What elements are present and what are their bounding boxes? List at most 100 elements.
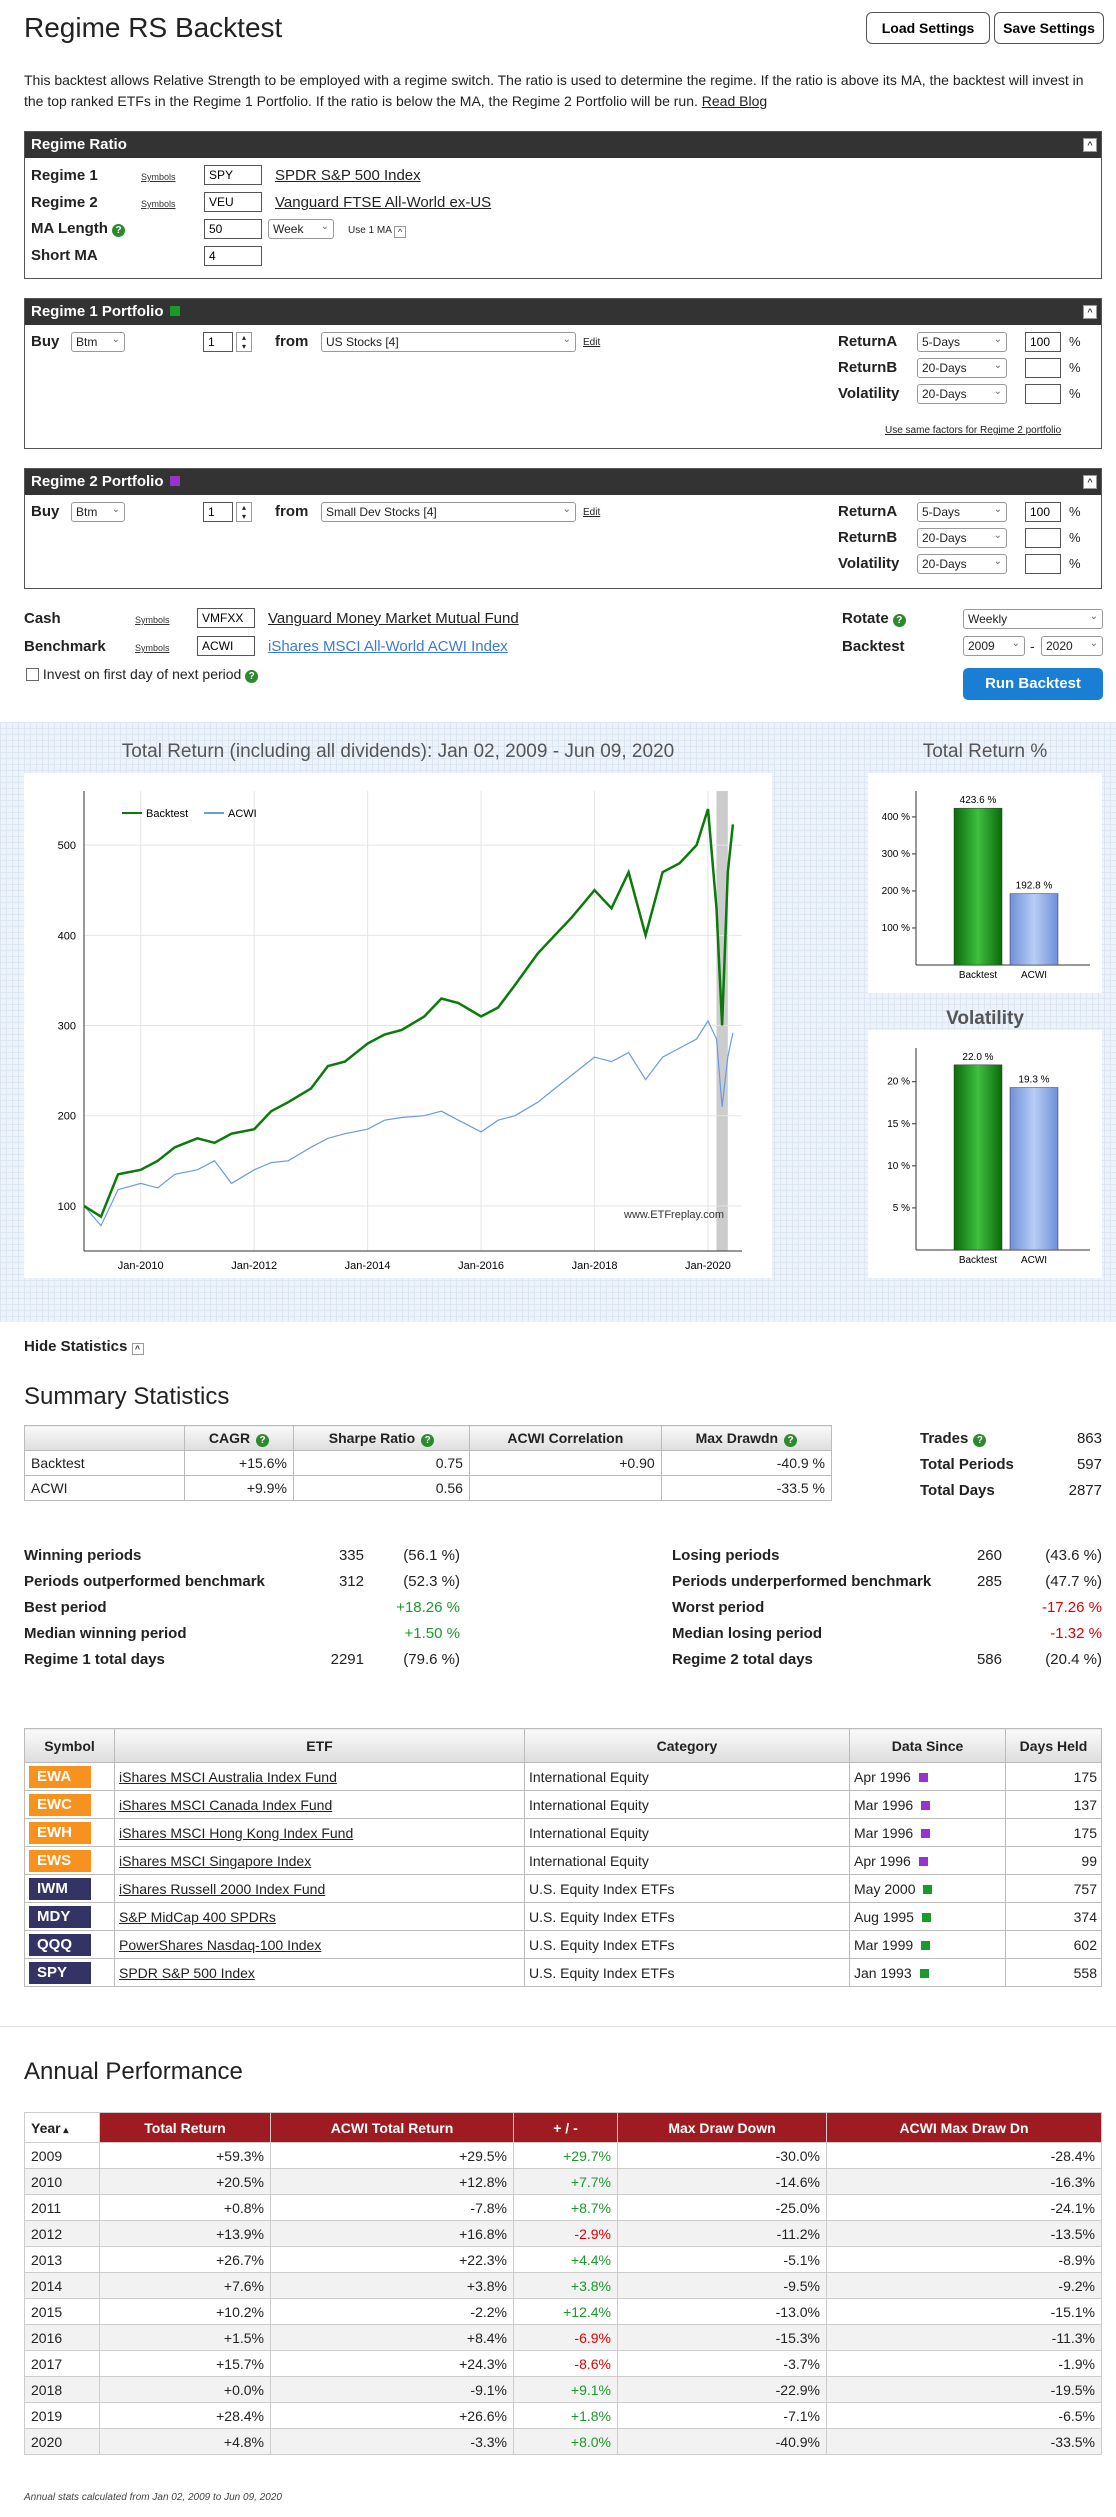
y-tick-label: 5 % (893, 1203, 910, 1214)
backtest-from-select[interactable]: 2009 ⌄ (963, 636, 1025, 656)
symbols-link[interactable]: Symbols (141, 199, 176, 209)
buy-count-input[interactable] (203, 332, 233, 352)
annual-footnote: Annual stats calculated from Jan 02, 200… (24, 2492, 282, 2503)
run-backtest-button[interactable]: Run Backtest (963, 668, 1103, 700)
symbol-tag[interactable]: SPY (29, 1961, 91, 1984)
same-factors-link[interactable]: Use same factors for Regime 2 portfolio (885, 425, 1062, 436)
edit-link[interactable]: Edit (583, 507, 601, 518)
symbols-link[interactable]: Symbols (135, 615, 170, 625)
load-settings-button[interactable]: Load Settings (866, 12, 990, 44)
regime2-portfolio-panel: Regime 2 Portfolio^ Buy Btm⌄ ▴▾ from Sma… (24, 468, 1102, 589)
returnB-period-select[interactable]: 20-Days ⌄ (917, 358, 1007, 378)
volatility-label: Volatility (838, 385, 900, 402)
symbols-link[interactable]: Symbols (135, 643, 170, 653)
ma-length-input[interactable] (204, 219, 262, 239)
short-ma-input[interactable] (204, 246, 262, 266)
annual-col-header[interactable]: Total Return (99, 2112, 271, 2143)
count-stepper[interactable]: ▴ ▾ (236, 502, 252, 522)
etf-name-link[interactable]: iShares MSCI Canada Index Fund (119, 1796, 333, 1813)
returnA-period-select[interactable]: 5-Days ⌄ (917, 502, 1007, 522)
buy-mode-select[interactable]: Btm ⌄ (71, 502, 125, 522)
x-category-label: Backtest (959, 970, 998, 981)
benchmark-name[interactable]: iShares MSCI All-World ACWI Index (268, 638, 508, 655)
hide-statistics-toggle[interactable]: Hide Statistics ^ (24, 1338, 144, 1355)
universe-select[interactable]: Small Dev Stocks [4] ⌄ (321, 502, 576, 522)
regime1-input[interactable] (204, 165, 262, 185)
universe-select[interactable]: US Stocks [4] ⌄ (321, 332, 576, 352)
chart-legend: Backtest ACWI (122, 808, 257, 820)
ma-period-select[interactable]: Week ⌄ (268, 219, 334, 239)
volatility-weight-input[interactable] (1025, 384, 1061, 404)
symbol-tag[interactable]: EWS (29, 1849, 91, 1872)
etf-name-link[interactable]: iShares MSCI Singapore Index (119, 1852, 312, 1869)
returnB-weight-input[interactable] (1025, 358, 1061, 378)
annual-col-header[interactable]: + / - (513, 2112, 618, 2143)
regime2-name[interactable]: Vanguard FTSE All-World ex-US (275, 194, 492, 211)
cash-name[interactable]: Vanguard Money Market Mutual Fund (268, 610, 519, 627)
x-tick-label: Jan-2014 (345, 1260, 391, 1272)
annual-col-header[interactable]: Year ▴ (24, 2112, 100, 2143)
symbol-tag[interactable]: IWM (29, 1877, 91, 1900)
symbol-tag[interactable]: EWA (29, 1765, 91, 1788)
volatility-chart-title: Volatility (946, 1008, 1024, 1029)
symbols-link[interactable]: Symbols (141, 172, 176, 182)
table-row: IWM iShares Russell 2000 Index Fund U.S. E… (24, 1874, 1102, 1903)
table-row: 2009 +59.3% +29.5% +29.7% -30.0% -28.4% (24, 2142, 1102, 2169)
regime-square-icon (918, 1772, 928, 1782)
etf-col-header: Days Held (1005, 1728, 1102, 1763)
bar-acwi (1009, 893, 1059, 966)
volatility-weight-input[interactable] (1025, 554, 1061, 574)
returnB-weight-input[interactable] (1025, 528, 1061, 548)
summary-col-header: CAGR? (184, 1425, 294, 1451)
benchmark-input[interactable] (197, 636, 255, 656)
backtest-to-select[interactable]: 2020 ⌄ (1041, 636, 1103, 656)
symbol-tag[interactable]: EWH (29, 1821, 91, 1844)
returnA-weight-input[interactable] (1025, 502, 1061, 522)
total-return-bar-chart: 100 % 200 % 300 % 400 % 423.6 % Backtest 192.8… (868, 773, 1102, 993)
annual-col-header[interactable]: ACWI Max Draw Dn (826, 2112, 1102, 2143)
divider (0, 2026, 1116, 2027)
returnA-weight-input[interactable] (1025, 332, 1061, 352)
regime2-input[interactable] (204, 192, 262, 212)
period-stat-row: Regime 1 total days 2291 (79.6 %) (24, 1650, 460, 1668)
collapse-icon[interactable]: ^ (1083, 138, 1097, 152)
collapse-icon[interactable]: ^ (1083, 475, 1097, 489)
buy-mode-select[interactable]: Btm ⌄ (71, 332, 125, 352)
etf-name-link[interactable]: SPDR S&P 500 Index (119, 1964, 255, 1981)
etf-name-link[interactable]: PowerShares Nasdaq-100 Index (119, 1936, 322, 1953)
symbol-tag[interactable]: EWC (29, 1793, 91, 1816)
range-dash: - (1030, 638, 1035, 654)
invest-first-day-checkbox[interactable]: Invest on first day of next period ? (26, 666, 259, 683)
annual-col-header[interactable]: Max Draw Down (617, 2112, 827, 2143)
etf-name-link[interactable]: iShares MSCI Hong Kong Index Fund (119, 1824, 354, 1841)
cash-input[interactable] (197, 608, 255, 628)
help-icon[interactable]: ? (892, 614, 906, 627)
symbol-tag[interactable]: MDY (29, 1905, 91, 1928)
period-stat-row: Median winning period +1.50 % (24, 1624, 460, 1642)
volatility-period-select[interactable]: 20-Days ⌄ (917, 384, 1007, 404)
checkbox-icon (26, 668, 39, 681)
buy-count-input[interactable] (203, 502, 233, 522)
returnA-period-select[interactable]: 5-Days ⌄ (917, 332, 1007, 352)
y-tick-label: 100 % (882, 923, 910, 934)
edit-link[interactable]: Edit (583, 337, 601, 348)
etf-name-link[interactable]: iShares MSCI Australia Index Fund (119, 1768, 337, 1785)
table-row: EWA iShares MSCI Australia Index Fund Inte… (24, 1762, 1102, 1791)
save-settings-button[interactable]: Save Settings (994, 12, 1104, 44)
etf-name-link[interactable]: S&P MidCap 400 SPDRs (119, 1908, 276, 1925)
count-stepper[interactable]: ▴ ▾ (236, 332, 252, 352)
help-icon[interactable]: ? (112, 224, 126, 237)
rotate-select[interactable]: Weekly ⌄ (963, 609, 1103, 629)
etf-name-link[interactable]: iShares Russell 2000 Index Fund (119, 1880, 326, 1897)
table-row: EWC iShares MSCI Canada Index Fund Interna… (24, 1790, 1102, 1819)
bar-acwi (1009, 1087, 1059, 1251)
symbol-tag[interactable]: QQQ (29, 1933, 91, 1956)
returnA-label: ReturnA (838, 333, 898, 350)
use-1ma-toggle[interactable]: Use 1 MA ^ (348, 224, 407, 238)
volatility-period-select[interactable]: 20-Days ⌄ (917, 554, 1007, 574)
returnB-period-select[interactable]: 20-Days ⌄ (917, 528, 1007, 548)
annual-col-header[interactable]: ACWI Total Return (270, 2112, 514, 2143)
read-blog-link[interactable]: Read Blog (701, 93, 768, 109)
regime1-name[interactable]: SPDR S&P 500 Index (275, 167, 421, 184)
collapse-icon[interactable]: ^ (1083, 305, 1097, 319)
